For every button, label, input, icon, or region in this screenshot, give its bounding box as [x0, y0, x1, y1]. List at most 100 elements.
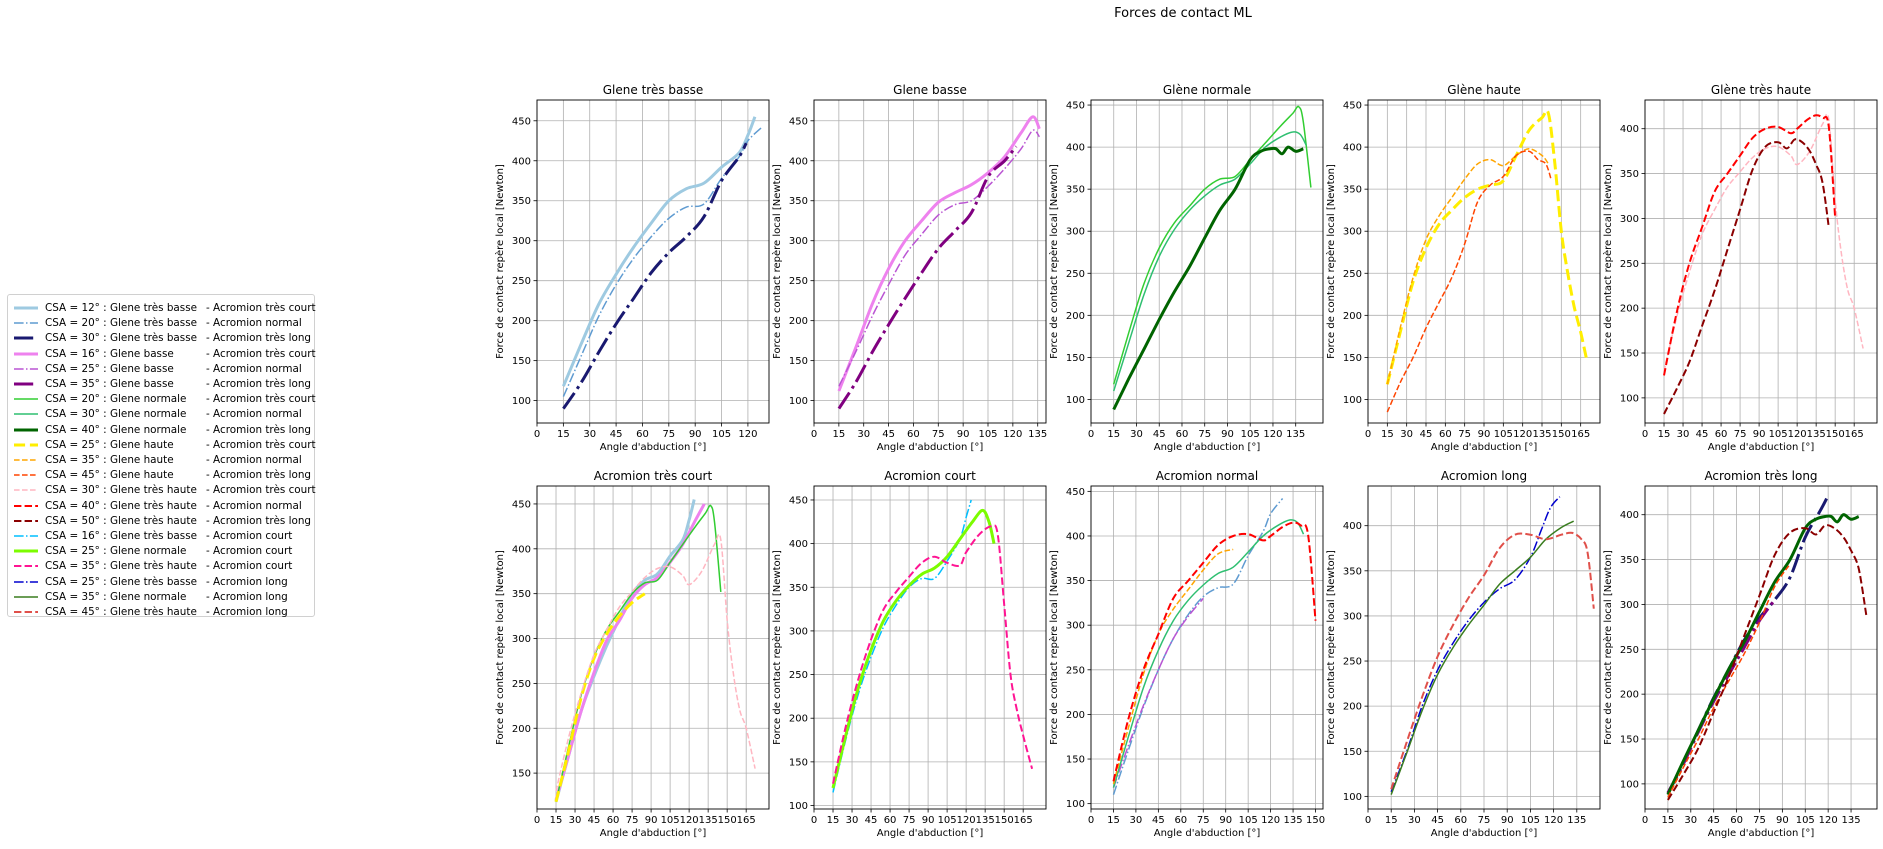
legend-acromion-label: - Acromion court	[206, 545, 293, 558]
x-tick-label: 15	[1107, 815, 1120, 826]
legend-swatch	[14, 413, 38, 416]
y-tick-label: 450	[1066, 487, 1085, 498]
y-tick-label: 200	[1066, 710, 1085, 721]
x-tick-label: 105	[1796, 815, 1815, 826]
series-line	[1112, 131, 1307, 392]
y-tick-label: 300	[1620, 600, 1639, 611]
y-tick-label: 300	[789, 626, 808, 637]
legend-entry: CSA = 30° : Glene très haute - Acromion t…	[12, 482, 316, 498]
legend-csa-label: CSA = 25° : Glene très basse	[45, 575, 198, 588]
legend-swatch	[14, 504, 38, 507]
y-tick-label: 400	[789, 156, 808, 167]
legend-acromion-label: - Acromion très court	[206, 438, 316, 451]
plot-frame	[813, 485, 1047, 810]
y-tick-label: 350	[1620, 555, 1639, 566]
plot-frame	[536, 485, 770, 810]
series-line	[562, 126, 763, 397]
x-tick-label: 120	[1263, 429, 1282, 440]
x-tick-label: 165	[1014, 815, 1033, 826]
y-tick-label: 300	[512, 236, 531, 247]
legend-swatch	[14, 535, 38, 537]
series-line	[562, 142, 748, 410]
y-tick-label: 200	[512, 316, 531, 327]
x-tick-label: 15	[550, 815, 563, 826]
x-tick-label: 45	[1153, 429, 1166, 440]
y-axis-label: Force de contact repère local [Newton]	[771, 164, 783, 359]
series-line	[1112, 548, 1234, 785]
y-tick-label: 150	[1620, 735, 1639, 746]
x-axis-label: Angle d'abduction [°]	[877, 828, 984, 839]
x-tick-label: 45	[865, 815, 878, 826]
x-tick-label: 30	[846, 815, 859, 826]
x-tick-label: 135	[1532, 429, 1551, 440]
legend-swatch	[14, 443, 38, 447]
y-tick-label: 250	[1343, 657, 1362, 668]
legend-csa-label: CSA = 40° : Glene normale	[45, 423, 187, 436]
x-tick-label: 60	[907, 429, 920, 440]
x-tick-label: 150	[995, 815, 1014, 826]
x-tick-label: 75	[1198, 429, 1211, 440]
legend-acromion-label: - Acromion très long	[206, 514, 311, 527]
series-line	[554, 503, 706, 801]
legend-csa-label: CSA = 35° : Glene basse	[45, 378, 174, 390]
subplot-10: 0 15 30 45 60 75 90 105 120 135 100 150 200 250 300 350…	[1602, 469, 1878, 839]
x-tick-label: 75	[1734, 429, 1747, 440]
legend-entry: CSA = 25° : Glene très basse - Acromion l…	[12, 574, 312, 590]
legend-swatch	[14, 368, 38, 370]
x-tick-label: 120	[680, 815, 699, 826]
x-tick-label: 120	[1513, 429, 1532, 440]
legend-acromion-label: - Acromion normal	[206, 454, 302, 466]
plot-frame	[1644, 485, 1878, 810]
y-tick-label: 300	[1620, 214, 1639, 225]
plot-frame	[1367, 485, 1601, 810]
y-axis-label: Force de contact repère local [Newton]	[771, 550, 783, 745]
y-tick-label: 350	[789, 583, 808, 594]
x-tick-label: 135	[1567, 815, 1586, 826]
series-line	[838, 129, 1041, 387]
x-tick-label: 90	[1776, 815, 1789, 826]
y-tick-label: 150	[512, 769, 531, 780]
legend-entry: CSA = 35° : Glene basse - Acromion très l…	[12, 376, 312, 392]
legend-entry: CSA = 30° : Glene très basse - Acromion t…	[12, 330, 312, 346]
series-line	[1386, 148, 1550, 385]
x-tick-label: 105	[938, 815, 957, 826]
x-tick-label: 150	[1306, 815, 1325, 826]
series-line	[554, 592, 646, 803]
legend-acromion-label: - Acromion très long	[206, 332, 311, 345]
x-tick-label: 60	[1454, 815, 1467, 826]
x-tick-label: 90	[689, 429, 702, 440]
x-tick-label: 0	[811, 429, 817, 440]
legend-entry: CSA = 20° : Glene très basse - Acromion n…	[12, 315, 312, 331]
legend-acromion-label: - Acromion très long	[206, 423, 311, 436]
legend: CSA = 12° : Glene très basse - Acromion t…	[7, 294, 316, 618]
x-tick-label: 135	[976, 815, 995, 826]
x-tick-label: 45	[1420, 429, 1433, 440]
legend-acromion-label: - Acromion long	[206, 575, 288, 588]
x-tick-label: 45	[1696, 429, 1709, 440]
y-tick-label: 450	[1343, 101, 1362, 112]
x-tick-label: 75	[626, 815, 639, 826]
y-axis-label: Force de contact repère local [Newton]	[1325, 164, 1337, 359]
subplot-3: 0 15 30 45 60 75 90 105 120 135 100 150 200 250 300 350…	[1048, 83, 1324, 453]
y-tick-label: 200	[512, 724, 531, 735]
y-axis-label: Force de contact repère local [Newton]	[1048, 550, 1060, 745]
x-tick-label: 105	[1239, 815, 1258, 826]
legend-entry: CSA = 30° : Glene normale - Acromion norm…	[12, 406, 312, 422]
x-tick-label: 75	[903, 815, 916, 826]
y-tick-label: 150	[789, 356, 808, 367]
x-tick-label: 135	[1284, 815, 1303, 826]
subplot-title: Acromion long	[1441, 469, 1527, 483]
x-axis-label: Angle d'abduction [°]	[1431, 828, 1538, 839]
x-axis-label: Angle d'abduction [°]	[1154, 828, 1261, 839]
x-tick-label: 60	[1174, 815, 1187, 826]
x-tick-label: 150	[1552, 429, 1571, 440]
subplot-title: Glène normale	[1163, 83, 1251, 97]
legend-csa-label: CSA = 50° : Glene très haute	[45, 514, 197, 527]
y-axis-label: Force de contact repère local [Newton]	[1325, 550, 1337, 745]
legend-swatch	[14, 519, 38, 522]
legend-csa-label: CSA = 25° : Glene haute	[45, 438, 174, 451]
x-tick-label: 60	[1439, 429, 1452, 440]
y-tick-label: 250	[1343, 269, 1362, 280]
y-tick-label: 150	[1066, 755, 1085, 766]
